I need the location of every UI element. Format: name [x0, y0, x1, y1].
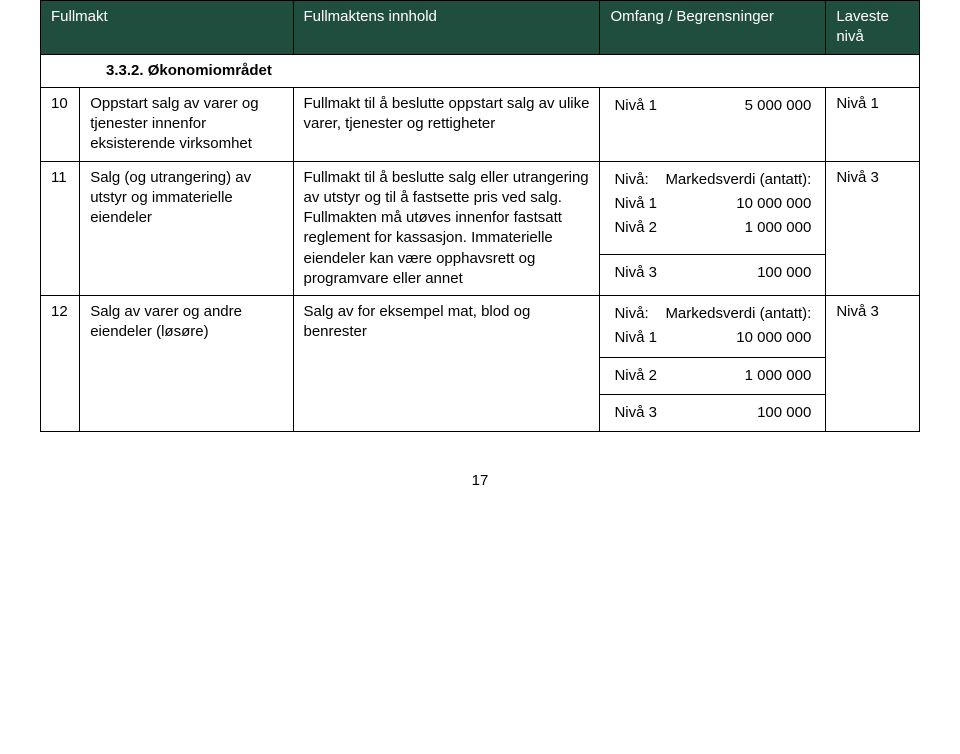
scope-level-amount: 5 000 000: [693, 94, 815, 118]
row-lowest-level: Nivå 1: [826, 87, 920, 161]
row-scope: Nivå: Markedsverdi (antatt): Nivå 1 10 0…: [600, 296, 826, 358]
header-laveste: Laveste nivå: [826, 1, 920, 55]
scope-label: Nivå 3: [610, 401, 702, 425]
section-number: 3.3.2.: [106, 62, 144, 79]
row-lowest-level: Nivå 3: [826, 296, 920, 432]
scope-value: 100 000: [702, 401, 815, 425]
row-scope: Nivå: Markedsverdi (antatt): Nivå 1 10 0…: [600, 161, 826, 255]
scope-label: Nivå 3: [610, 261, 702, 285]
table-header-row: Fullmakt Fullmaktens innhold Omfang / Be…: [41, 1, 920, 55]
scope-level-label: Nivå 1: [610, 94, 693, 118]
header-omfang: Omfang / Begrensninger: [600, 1, 826, 55]
scope-label: Nivå 1: [610, 326, 661, 350]
row-scope-extra: Nivå 3 100 000: [600, 255, 826, 296]
page-number: 17: [40, 472, 920, 489]
scope-label: Nivå 2: [610, 364, 693, 388]
row-scope-extra: Nivå 3 100 000: [600, 394, 826, 431]
scope-value: Markedsverdi (antatt):: [661, 168, 815, 192]
row-content: Fullmakt til å beslutte oppstart salg av…: [293, 87, 600, 161]
row-description: Salg av varer og andre eiendeler (løsøre…: [80, 296, 293, 432]
header-innhold: Fullmaktens innhold: [293, 1, 600, 55]
scope-value: 10 000 000: [661, 326, 815, 350]
header-fullmakt: Fullmakt: [41, 1, 294, 55]
row-content: Salg av for eksempel mat, blod og benres…: [293, 296, 600, 432]
row-number: 11: [41, 161, 80, 296]
scope-label: Nivå 1: [610, 192, 661, 216]
scope-value: Markedsverdi (antatt):: [661, 302, 815, 326]
table-row: 10 Oppstart salg av varer og tjenester i…: [41, 87, 920, 161]
row-description: Oppstart salg av varer og tjenester inne…: [80, 87, 293, 161]
section-title: Økonomiområdet: [148, 62, 272, 79]
scope-value: 10 000 000: [661, 192, 815, 216]
scope-value: 1 000 000: [661, 216, 815, 240]
scope-value: 1 000 000: [693, 364, 815, 388]
scope-label: Nivå:: [610, 168, 661, 192]
row-scope: Nivå 1 5 000 000: [600, 87, 826, 161]
row-lowest-level: Nivå 3: [826, 161, 920, 296]
section-heading-row: 3.3.2. Økonomiområdet: [41, 54, 920, 87]
row-description: Salg (og utrangering) av utstyr og immat…: [80, 161, 293, 296]
row-scope-extra: Nivå 2 1 000 000: [600, 357, 826, 394]
authority-table: Fullmakt Fullmaktens innhold Omfang / Be…: [40, 0, 920, 432]
scope-value: 100 000: [702, 261, 815, 285]
row-number: 12: [41, 296, 80, 432]
scope-label: Nivå 2: [610, 216, 661, 240]
scope-label: Nivå:: [610, 302, 661, 326]
table-row: 11 Salg (og utrangering) av utstyr og im…: [41, 161, 920, 255]
table-row: 12 Salg av varer og andre eiendeler (løs…: [41, 296, 920, 358]
row-content: Fullmakt til å beslutte salg eller utran…: [293, 161, 600, 296]
row-number: 10: [41, 87, 80, 161]
